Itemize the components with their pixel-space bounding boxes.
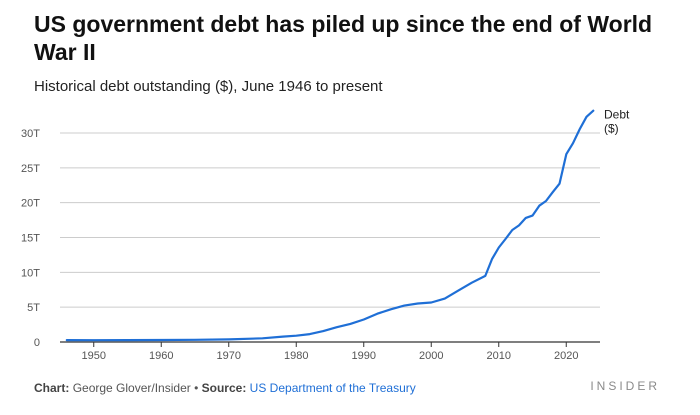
- insider-logo: INSIDER: [590, 379, 660, 393]
- x-tick-label: 1960: [149, 350, 173, 362]
- chart-footer: Chart: George Glover/Insider • Source: U…: [34, 381, 416, 395]
- y-tick-label: 20T: [21, 198, 40, 210]
- chart-subtitle: Historical debt outstanding ($), June 19…: [34, 78, 383, 95]
- y-tick-label: 30T: [21, 128, 40, 140]
- y-tick-label: 0: [34, 337, 40, 349]
- chart-credit-label: Chart:: [34, 381, 70, 395]
- chart-credit-author: George Glover/Insider: [72, 381, 191, 395]
- x-tick-label: 1970: [217, 350, 241, 362]
- chart-title: US government debt has piled up since th…: [34, 11, 653, 65]
- series-label-debt: Debt: [604, 108, 630, 122]
- x-tick-label: 2010: [487, 350, 511, 362]
- source-link[interactable]: US Department of the Treasury: [249, 381, 416, 395]
- source-label: Source:: [201, 381, 247, 395]
- x-tick-label: 1950: [82, 350, 106, 362]
- x-tick-label: 2000: [419, 350, 443, 362]
- x-tick-label: 1990: [352, 350, 376, 362]
- x-tick-label: 1980: [284, 350, 308, 362]
- y-tick-label: 25T: [21, 163, 40, 175]
- series-label-debt: ($): [604, 122, 619, 136]
- x-tick-label: 2020: [554, 350, 578, 362]
- y-tick-label: 10T: [21, 267, 40, 279]
- y-tick-label: 5T: [27, 302, 40, 314]
- series-line-debt: [65, 109, 595, 342]
- footer-separator: •: [194, 381, 199, 395]
- y-tick-label: 15T: [21, 233, 40, 245]
